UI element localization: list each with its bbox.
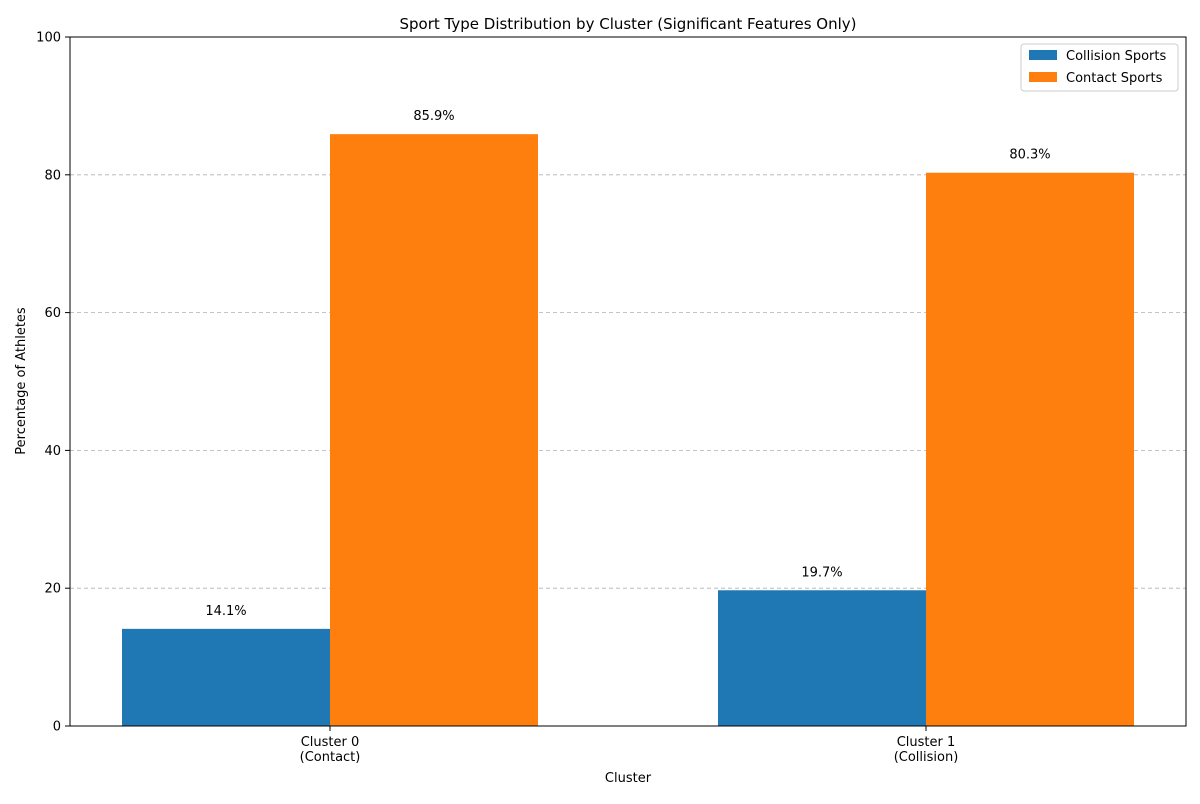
gridlines [70,174,1186,589]
y-tick-label: 20 [44,582,61,597]
bar-contact-cluster-1 [926,172,1134,726]
plot-frame [69,36,1187,727]
x-axis: Cluster 0(Contact) Cluster 1(Collision) [300,726,959,765]
x-tick-label: (Collision) [894,750,959,765]
legend-box [1020,43,1179,92]
legend-swatch-collision [1029,50,1057,60]
y-tick-label: 0 [53,720,61,735]
y-axis: 0 20 40 60 80 100 [36,31,70,735]
data-label: 19.7% [801,565,842,580]
x-axis-label: Cluster [605,771,652,786]
bar-contact-cluster-0 [330,134,538,727]
legend: Collision Sports Contact Sports [1020,43,1179,92]
data-label: 85.9% [413,109,454,124]
bar-collision-cluster-1 [718,590,926,726]
y-axis-label: Percentage of Athletes [14,307,29,455]
data-label: 80.3% [1009,148,1050,163]
x-tick-label: Cluster 0 [301,735,360,750]
y-tick-label: 100 [36,31,61,46]
data-label: 14.1% [205,604,246,619]
bar-collision-cluster-0 [122,628,330,726]
x-tick-label: (Contact) [300,750,361,765]
y-tick-label: 40 [44,444,61,459]
y-tick-label: 80 [44,168,61,183]
bars [122,134,1134,727]
chart-title: Sport Type Distribution by Cluster (Sign… [400,15,857,33]
data-labels: 14.1% 19.7% 85.9% 80.3% [205,109,1050,619]
y-tick-label: 60 [44,306,61,321]
legend-label-contact: Contact Sports [1066,71,1163,86]
x-tick-label: Cluster 1 [897,735,956,750]
legend-swatch-contact [1029,72,1057,82]
legend-label-collision: Collision Sports [1066,49,1166,64]
